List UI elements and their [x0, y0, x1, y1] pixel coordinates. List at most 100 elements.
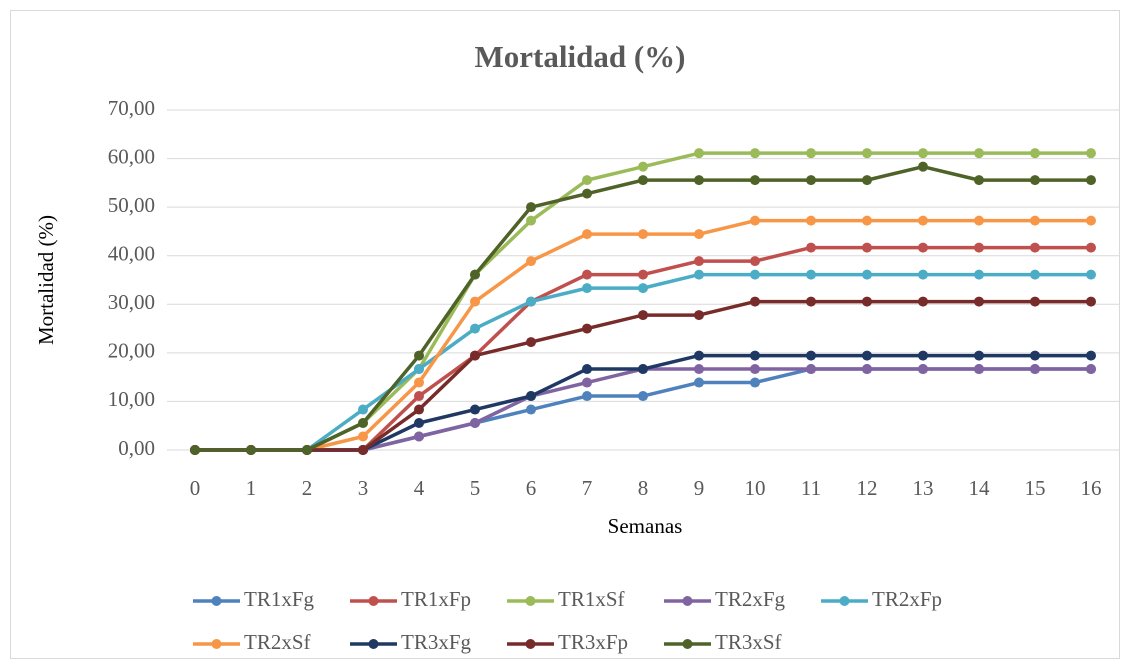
- data-point: [1030, 215, 1040, 226]
- data-point: [638, 310, 648, 321]
- data-point: [1030, 269, 1040, 280]
- data-point: [862, 148, 872, 159]
- legend-label: TR2xFg: [715, 587, 786, 611]
- data-point: [974, 242, 984, 253]
- legend-marker: [211, 639, 222, 649]
- data-point: [582, 175, 592, 186]
- data-point: [806, 364, 816, 375]
- data-point: [806, 148, 816, 159]
- data-point: [582, 377, 592, 388]
- data-point: [1086, 364, 1096, 375]
- data-point: [638, 161, 648, 172]
- x-tick-label: 5: [470, 476, 481, 500]
- data-point: [750, 350, 760, 361]
- data-point: [470, 323, 480, 334]
- x-axis-title: Semanas: [608, 514, 683, 538]
- data-point: [694, 256, 704, 267]
- x-tick-label: 13: [913, 476, 934, 500]
- y-axis-title: Mortalidad (%): [34, 215, 58, 345]
- data-point: [1086, 148, 1096, 159]
- data-point: [806, 350, 816, 361]
- x-tick-label: 6: [526, 476, 537, 500]
- data-point: [526, 404, 536, 415]
- data-point: [918, 364, 928, 375]
- legend-label: TR3xSf: [715, 630, 782, 654]
- data-point: [414, 391, 424, 402]
- data-point: [750, 377, 760, 388]
- legend-label: TR1xFg: [244, 587, 315, 611]
- data-point: [526, 391, 536, 402]
- legend-marker: [368, 596, 379, 606]
- x-tick-label: 12: [857, 476, 878, 500]
- data-point: [750, 215, 760, 226]
- data-point: [470, 417, 480, 428]
- legend-label: TR1xFp: [401, 587, 471, 611]
- legend-marker: [368, 639, 379, 649]
- data-point: [862, 296, 872, 307]
- data-point: [974, 175, 984, 186]
- data-point: [582, 229, 592, 240]
- data-point: [582, 364, 592, 375]
- x-tick-label: 16: [1081, 476, 1102, 500]
- data-point: [526, 337, 536, 348]
- data-point: [414, 364, 424, 375]
- x-tick-label: 14: [969, 476, 991, 500]
- data-point: [638, 229, 648, 240]
- data-point: [582, 283, 592, 294]
- data-point: [1030, 242, 1040, 253]
- data-point: [1086, 296, 1096, 307]
- x-tick-label: 9: [694, 476, 705, 500]
- data-point: [1086, 350, 1096, 361]
- data-point: [862, 242, 872, 253]
- data-point: [862, 269, 872, 280]
- data-point: [806, 242, 816, 253]
- legend-marker: [211, 596, 222, 606]
- data-point: [470, 269, 480, 280]
- data-point: [694, 148, 704, 159]
- data-point: [638, 283, 648, 294]
- data-point: [582, 391, 592, 402]
- data-point: [750, 296, 760, 307]
- data-point: [246, 445, 256, 455]
- x-tick-label: 0: [190, 476, 201, 500]
- x-tick-label: 1: [246, 476, 257, 500]
- data-point: [918, 296, 928, 307]
- data-point: [806, 215, 816, 226]
- y-tick-label: 20,00: [108, 339, 155, 363]
- legend-marker: [525, 596, 536, 606]
- legend-marker: [682, 639, 693, 649]
- data-point: [750, 148, 760, 159]
- data-point: [694, 350, 704, 361]
- data-point: [1030, 364, 1040, 375]
- data-point: [414, 350, 424, 361]
- data-point: [526, 256, 536, 267]
- data-point: [918, 148, 928, 159]
- data-point: [974, 364, 984, 375]
- data-point: [750, 269, 760, 280]
- legend-marker: [525, 639, 536, 649]
- data-point: [974, 148, 984, 159]
- legend-label: TR3xFg: [401, 630, 472, 654]
- data-point: [694, 229, 704, 240]
- data-point: [414, 377, 424, 388]
- x-tick-label: 4: [414, 476, 425, 500]
- data-point: [974, 269, 984, 280]
- data-point: [582, 269, 592, 280]
- data-point: [526, 202, 536, 213]
- data-point: [470, 296, 480, 307]
- data-point: [918, 269, 928, 280]
- x-tick-label: 8: [638, 476, 649, 500]
- data-point: [1086, 242, 1096, 253]
- data-point: [1030, 175, 1040, 186]
- x-tick-label: 11: [801, 476, 821, 500]
- data-point: [918, 242, 928, 253]
- y-tick-label: 30,00: [108, 290, 155, 314]
- data-point: [638, 364, 648, 375]
- x-tick-label: 10: [745, 476, 766, 500]
- data-point: [918, 161, 928, 172]
- data-point: [358, 404, 368, 415]
- y-tick-label: 50,00: [108, 193, 155, 217]
- data-point: [862, 364, 872, 375]
- data-point: [358, 445, 368, 455]
- data-point: [582, 188, 592, 199]
